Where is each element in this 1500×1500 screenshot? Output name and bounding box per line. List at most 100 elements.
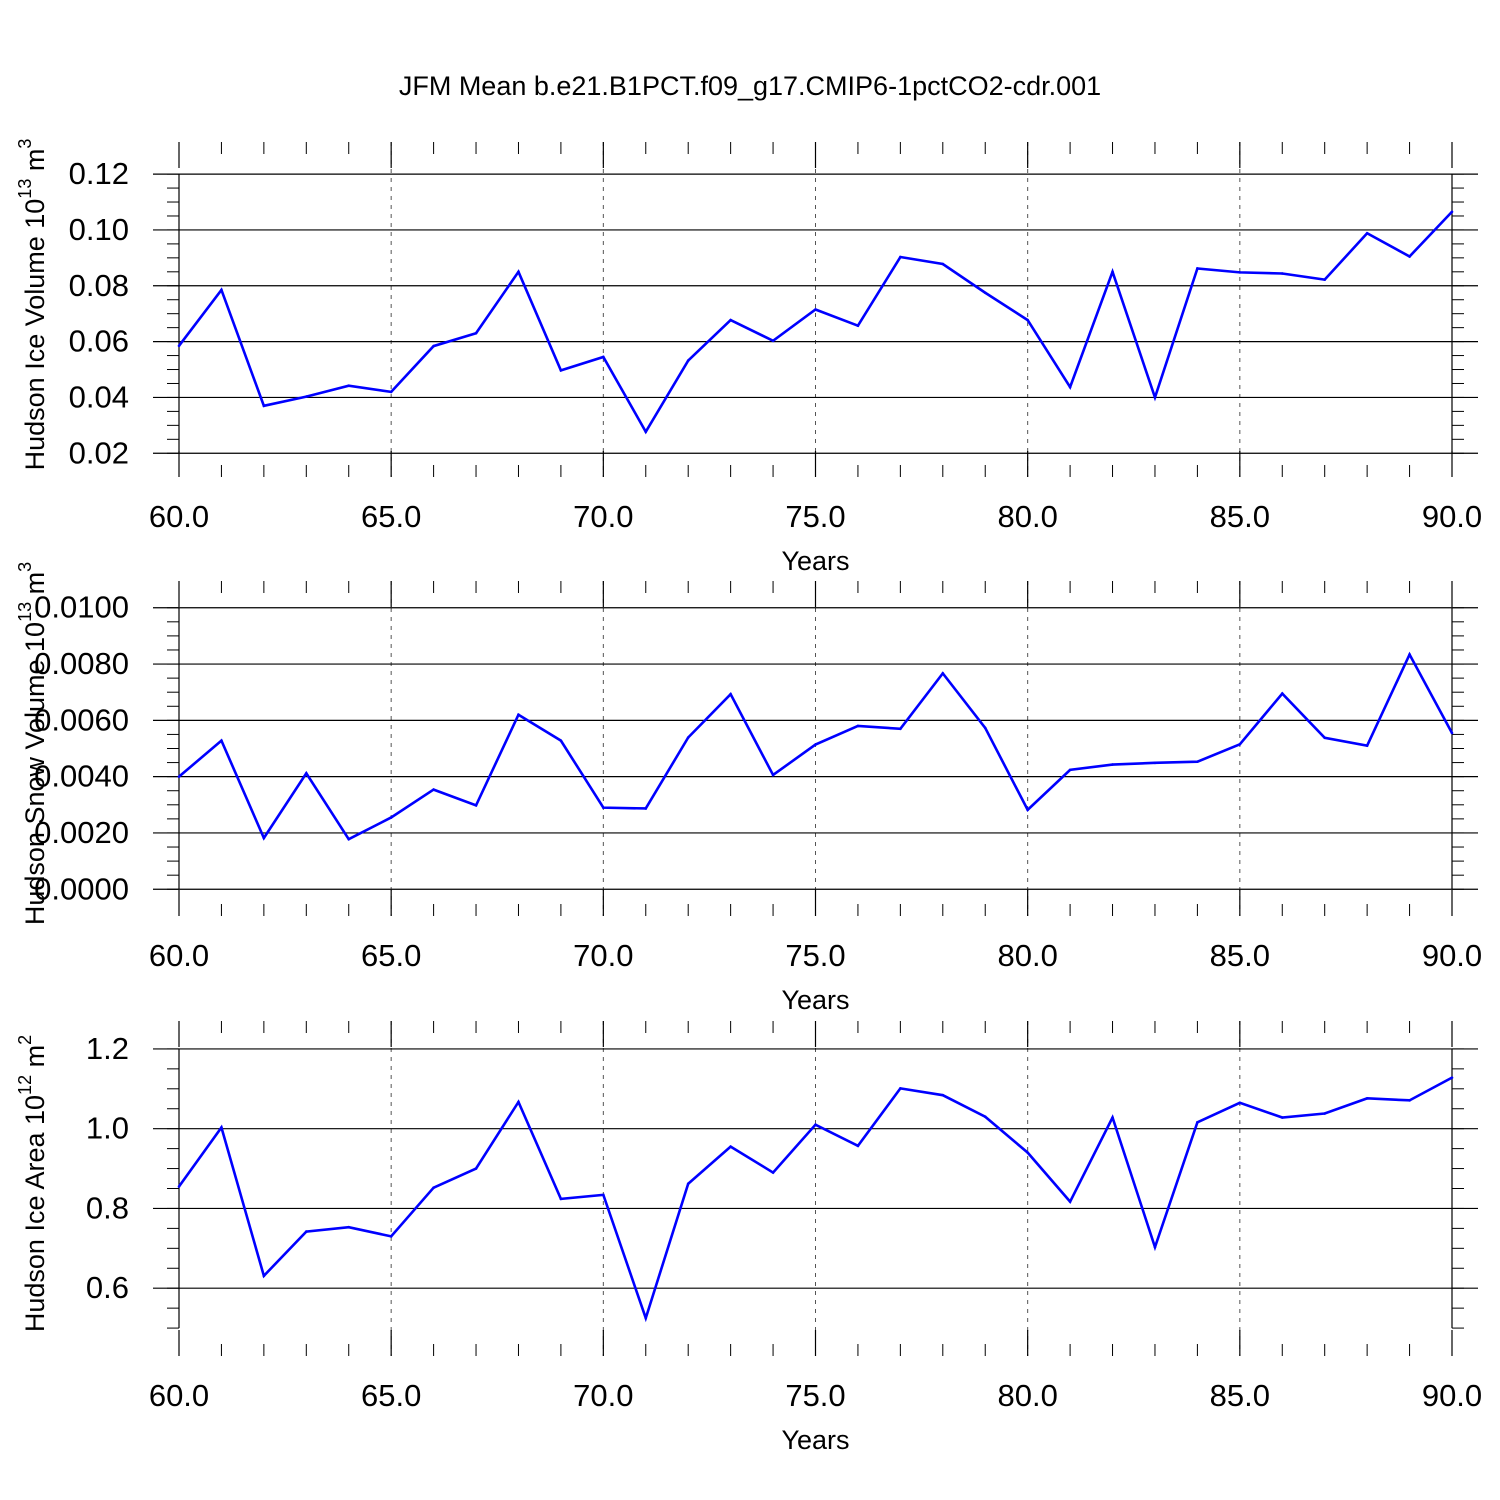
data-point	[1238, 742, 1242, 746]
data-point	[432, 788, 435, 791]
data-point	[305, 395, 308, 398]
y-axis-title: Hudson Ice Area 1012 m2	[15, 1035, 50, 1332]
y-tick-label: 0.0060	[34, 702, 129, 737]
data-point	[1408, 255, 1411, 258]
data-point	[1026, 318, 1029, 322]
data-point	[389, 1235, 393, 1238]
data-point	[1068, 1200, 1072, 1203]
data-point	[1196, 760, 1199, 764]
y-axis-title: Hudson Ice Volume 1013 m3	[15, 139, 50, 471]
data-point	[602, 1193, 605, 1197]
y-tick-label: 0.0020	[34, 815, 129, 850]
x-tick-label: 60.0	[149, 1378, 209, 1413]
data-point	[220, 1126, 223, 1129]
data-point	[1238, 1101, 1242, 1105]
data-point	[1323, 736, 1326, 740]
x-tick-label: 80.0	[997, 938, 1057, 973]
data-point	[686, 359, 690, 362]
data-point	[1111, 1116, 1114, 1119]
data-point	[686, 736, 690, 739]
x-axis-title: Years	[781, 546, 849, 576]
data-point	[983, 726, 987, 730]
y-axis-title-exponent: 13	[15, 602, 35, 622]
y-axis-title-exponent: 12	[15, 1075, 35, 1095]
x-tick-label: 70.0	[573, 938, 633, 973]
x-axis-title: Years	[781, 985, 849, 1015]
data-point	[220, 288, 223, 292]
data-point	[1323, 1112, 1326, 1115]
y-axis-title-unit-exponent: 3	[15, 139, 35, 149]
data-point	[262, 1274, 266, 1278]
data-point	[644, 430, 648, 434]
data-point	[814, 1123, 817, 1126]
y-tick-label: 0.08	[69, 268, 129, 303]
data-point	[220, 739, 223, 742]
data-point	[559, 1197, 563, 1201]
data-point	[1196, 1120, 1199, 1124]
y-tick-label: 0.06	[69, 324, 129, 359]
x-tick-label: 70.0	[573, 499, 633, 534]
data-point	[1408, 653, 1411, 656]
x-tick-label: 90.0	[1422, 938, 1482, 973]
y-tick-label: 0.04	[69, 379, 129, 414]
data-point	[856, 324, 860, 327]
data-point	[517, 1100, 520, 1104]
y-axis-title-main: Hudson Ice Volume 10	[20, 199, 50, 471]
data-point	[1280, 1116, 1284, 1119]
data-point	[1153, 761, 1157, 765]
x-tick-label: 90.0	[1422, 1378, 1482, 1413]
data-point	[602, 355, 605, 359]
data-point	[177, 344, 181, 348]
data-point	[1408, 1099, 1411, 1102]
data-point	[602, 806, 605, 809]
y-tick-label: 0.0080	[34, 646, 129, 681]
x-tick-label: 85.0	[1210, 938, 1270, 973]
y-tick-label: 0.10	[69, 212, 129, 247]
y-axis-title-unit: m	[20, 1045, 50, 1075]
data-point	[1365, 1097, 1369, 1100]
data-point	[899, 1087, 902, 1090]
x-tick-label: 90.0	[1422, 499, 1482, 534]
data-point	[1280, 272, 1284, 275]
data-point	[644, 1316, 648, 1320]
x-tick-label: 80.0	[997, 1378, 1057, 1413]
data-point	[1323, 278, 1326, 281]
y-axis-title: Hudson Snow Volume 1013 m3	[15, 562, 50, 925]
data-point	[1111, 270, 1114, 274]
data-point	[686, 1182, 690, 1186]
data-point	[474, 804, 478, 807]
data-point	[941, 1093, 945, 1097]
data-point	[1450, 1076, 1454, 1079]
data-point	[559, 369, 563, 372]
data-point	[305, 1230, 308, 1233]
data-point	[177, 775, 181, 778]
data-point	[1365, 231, 1369, 235]
data-point	[305, 771, 308, 775]
data-point	[771, 339, 775, 343]
x-tick-label: 65.0	[361, 1378, 421, 1413]
data-point	[983, 1115, 987, 1119]
x-tick-label: 85.0	[1210, 499, 1270, 534]
y-axis-title-unit-exponent: 3	[15, 562, 35, 572]
y-tick-label: 0.8	[86, 1190, 129, 1225]
data-point	[644, 807, 648, 810]
data-point	[1026, 808, 1029, 812]
data-point	[856, 724, 860, 728]
data-point	[474, 1167, 478, 1170]
data-point	[1280, 692, 1284, 695]
data-point	[1026, 1151, 1029, 1154]
y-tick-label: 0.6	[86, 1270, 129, 1305]
y-axis-title-main: Hudson Ice Area 10	[20, 1095, 50, 1332]
data-point	[347, 837, 351, 841]
data-point	[729, 318, 732, 322]
data-point	[899, 727, 902, 731]
x-tick-label: 60.0	[149, 938, 209, 973]
data-point	[517, 713, 520, 717]
data-point	[1068, 385, 1072, 389]
y-tick-label: 0.0100	[34, 590, 129, 625]
y-axis-title-main: Hudson Snow Volume 10	[20, 622, 50, 925]
data-point	[941, 262, 945, 266]
data-point	[983, 291, 987, 295]
data-point	[262, 404, 266, 408]
